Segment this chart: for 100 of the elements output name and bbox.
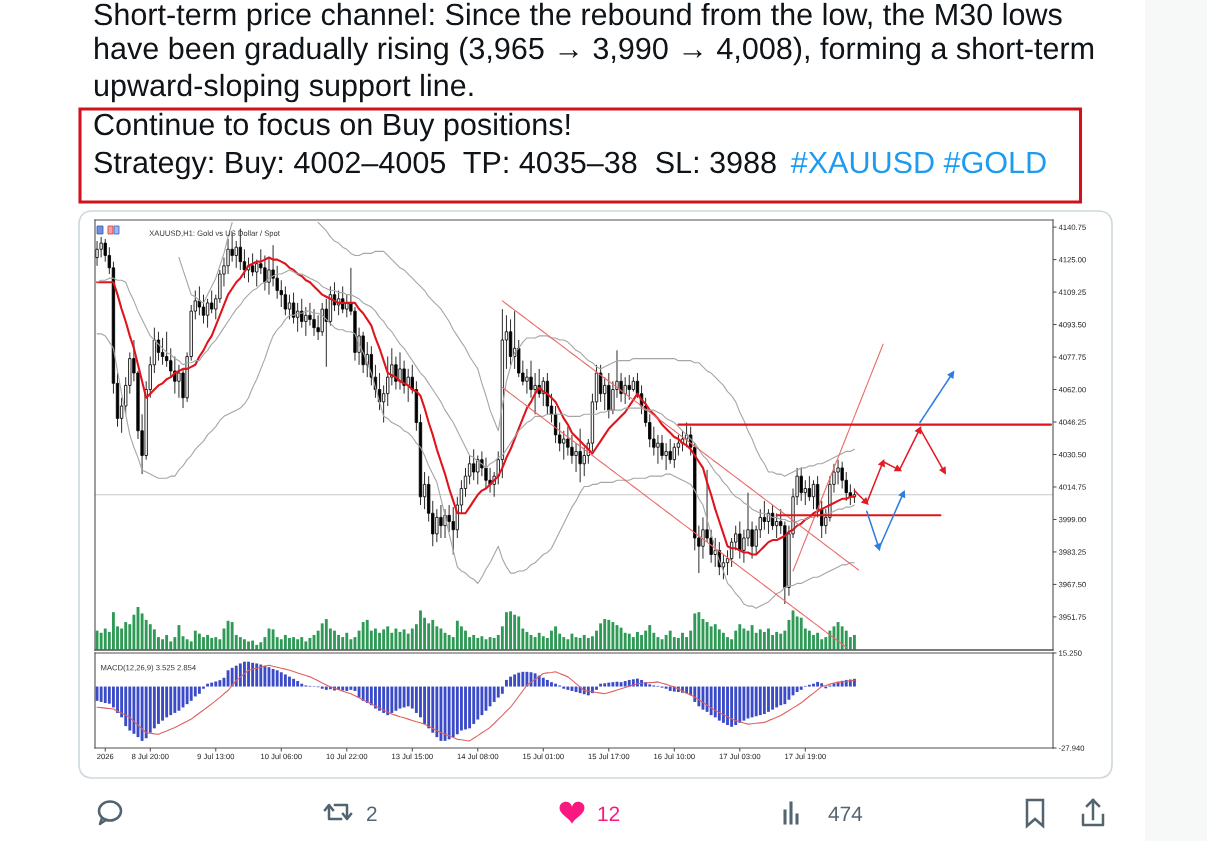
text: #XAUUSD #GOLD	[790, 151, 1046, 174]
bar	[140, 686, 144, 741]
point	[947, 370, 955, 379]
bar	[762, 686, 766, 715]
bar	[603, 683, 607, 687]
bar	[197, 633, 201, 650]
bar	[562, 686, 566, 689]
bar	[419, 610, 422, 650]
bar	[431, 686, 435, 733]
candlestick	[439, 504, 443, 539]
bar	[279, 672, 283, 687]
bar	[410, 686, 414, 709]
bar	[717, 686, 721, 721]
bar	[275, 670, 279, 687]
bar	[505, 612, 508, 650]
bar	[107, 686, 111, 704]
bar	[480, 686, 484, 716]
bar	[283, 674, 287, 687]
bar	[374, 686, 377, 709]
bar	[243, 639, 246, 650]
bar	[365, 619, 369, 650]
bar	[165, 686, 169, 718]
candlestick	[738, 521, 742, 560]
bar	[611, 622, 615, 650]
bar	[423, 686, 426, 724]
bar	[517, 616, 521, 650]
bar	[767, 686, 770, 712]
bar	[464, 686, 467, 730]
bar	[161, 686, 164, 721]
bar	[177, 625, 181, 650]
bar	[762, 631, 766, 650]
bar	[238, 637, 242, 650]
bar	[263, 637, 267, 650]
bar	[111, 612, 115, 650]
bar	[738, 624, 742, 650]
bar	[754, 686, 758, 717]
bar	[263, 665, 267, 687]
bar	[283, 634, 287, 650]
bar	[807, 630, 811, 650]
bar	[435, 686, 439, 738]
bar	[586, 637, 590, 650]
bar	[169, 686, 173, 716]
bar	[271, 629, 275, 650]
text: upward-sloping support line.	[94, 73, 473, 103]
bar	[603, 619, 607, 650]
bar	[365, 686, 369, 704]
line-series	[96, 310, 855, 609]
bar	[693, 613, 697, 650]
bar	[243, 661, 246, 687]
bar	[607, 619, 611, 650]
bar	[247, 641, 250, 650]
bar	[447, 686, 451, 740]
bar	[427, 686, 431, 729]
bar	[402, 629, 406, 650]
bar	[750, 686, 754, 718]
line-series	[96, 664, 855, 742]
bar	[455, 686, 459, 735]
point	[938, 466, 946, 475]
bar	[775, 686, 779, 708]
candlestick	[578, 428, 582, 483]
point	[877, 458, 885, 468]
bar	[693, 686, 697, 702]
bar	[189, 686, 193, 701]
bar	[627, 633, 631, 650]
bar	[300, 637, 304, 650]
bar	[517, 672, 521, 687]
point	[873, 542, 882, 552]
bar	[374, 628, 377, 650]
bar	[238, 663, 242, 687]
bar	[206, 634, 210, 650]
bar	[599, 683, 603, 687]
bar	[300, 683, 304, 687]
bar	[726, 686, 729, 726]
bar	[775, 631, 779, 650]
point	[860, 497, 869, 506]
bar	[369, 686, 373, 706]
bar	[472, 634, 476, 650]
bar	[709, 686, 713, 716]
text: have been gradually rising (3,965 → 3,990 → 4,008), forming a short-term	[95, 36, 1094, 66]
bar	[218, 680, 222, 687]
bar	[116, 686, 119, 713]
candlestick	[799, 467, 803, 502]
bar	[496, 686, 500, 698]
bar	[206, 683, 210, 687]
bar	[509, 611, 512, 650]
bar	[140, 613, 144, 650]
bar	[722, 632, 725, 650]
bar	[541, 677, 545, 687]
bar	[214, 681, 218, 687]
bar	[378, 632, 381, 650]
bar	[337, 634, 341, 650]
bar	[779, 633, 783, 650]
bar	[566, 639, 570, 650]
bar	[648, 684, 652, 687]
bar	[406, 686, 410, 707]
bar	[185, 686, 189, 705]
bar	[99, 632, 103, 650]
bar	[333, 630, 336, 650]
bar	[521, 671, 525, 687]
bar	[607, 682, 611, 687]
